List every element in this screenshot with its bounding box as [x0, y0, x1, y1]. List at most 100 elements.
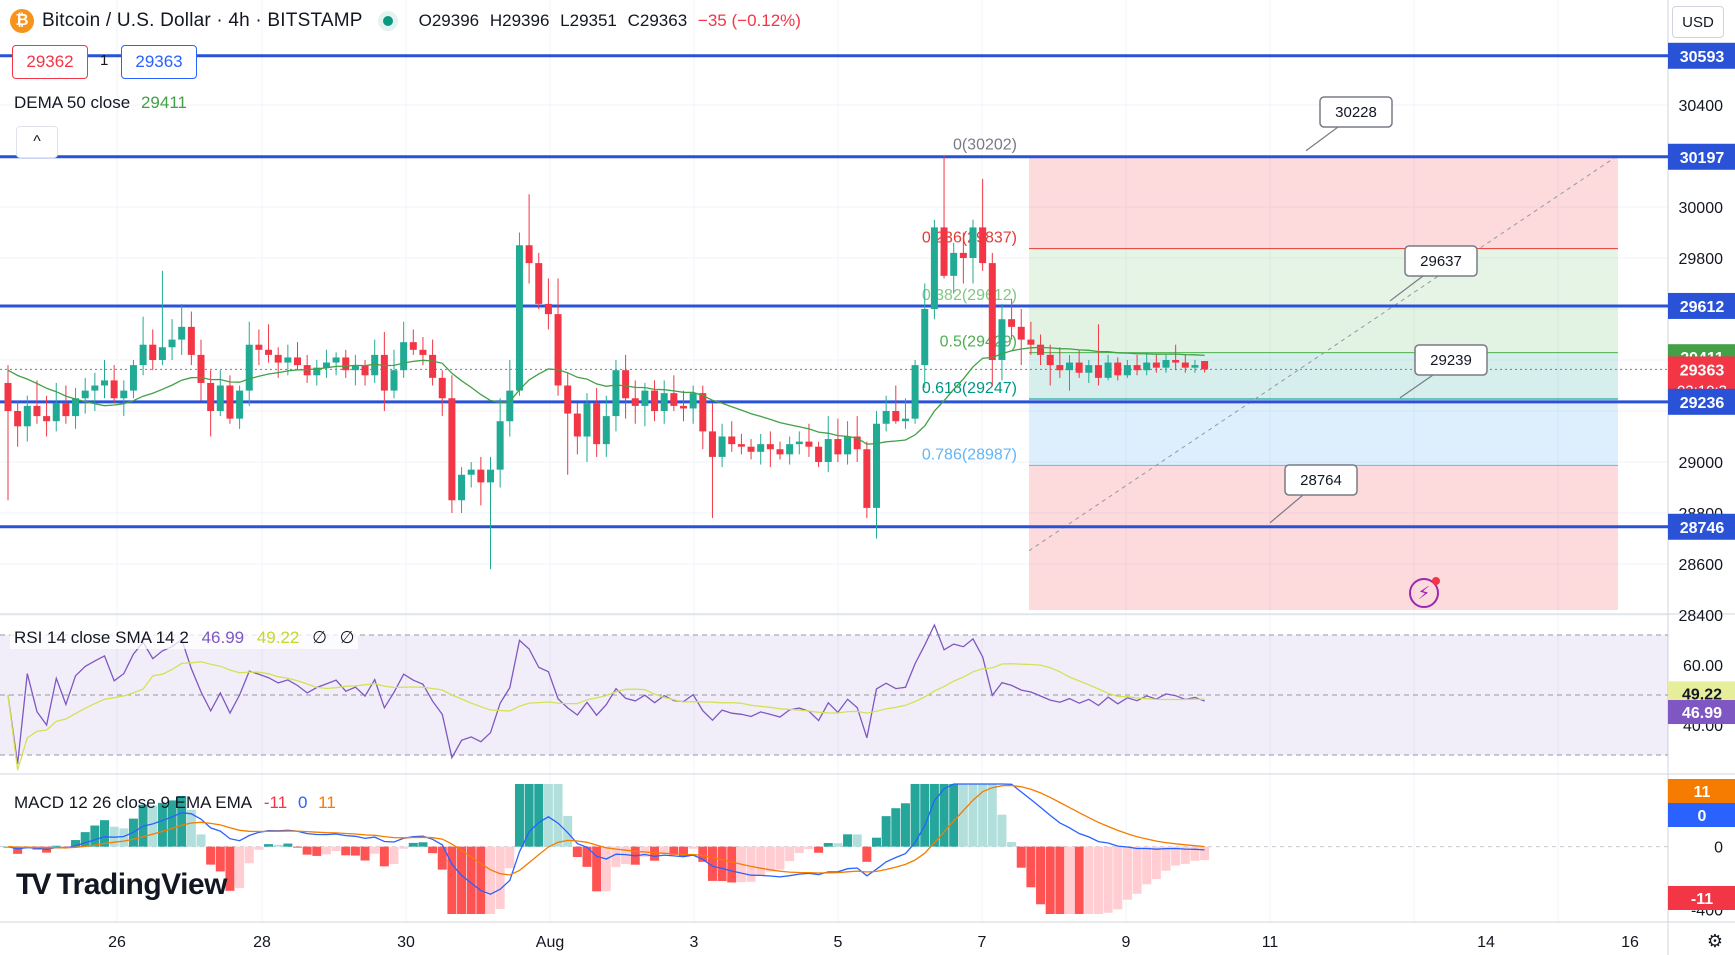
macd-legend[interactable]: MACD 12 26 close 9 EMA EMA -11 0 11 [14, 793, 336, 813]
gear-icon[interactable]: ⚙ [1707, 931, 1723, 951]
ohlc-open: O29396 [418, 11, 480, 30]
price-axis-label-0: 30593 [1668, 42, 1735, 69]
candle [429, 354, 437, 378]
macd-hist-bar [196, 834, 206, 847]
market-status-dot[interactable] [382, 16, 393, 26]
candle [322, 362, 330, 368]
macd-hist-bar [273, 844, 283, 847]
candle [448, 398, 456, 501]
dema-label: DEMA 50 close [14, 93, 131, 112]
price-axis-badge [1668, 388, 1735, 415]
price-axis-label-1: 30197 [1668, 143, 1735, 170]
candle [1104, 362, 1112, 378]
macd-hist-bar [900, 803, 910, 847]
candle [14, 411, 22, 427]
macd-hist-bar [418, 842, 428, 847]
candle [23, 405, 31, 427]
fib-zone-4 [1029, 399, 1618, 466]
candle [72, 398, 80, 417]
candle [737, 444, 745, 447]
candle [1114, 362, 1122, 376]
macd-hist-bar [563, 815, 573, 847]
tradingview-logo[interactable]: TV TradingView [16, 868, 228, 902]
macd-hist-bar [302, 846, 312, 855]
candle [390, 370, 398, 391]
macd-hist-bar [370, 846, 380, 854]
macd-hist-bar [90, 825, 100, 847]
candle [699, 393, 707, 432]
macd-hist-bar [1036, 846, 1046, 905]
price-axis-label-6: 28746 [1668, 513, 1735, 540]
macd-hist-bar [679, 846, 688, 857]
macd-hist-bar [1103, 846, 1113, 913]
candle [863, 449, 871, 508]
price-tick-label-6: 28400 [1679, 608, 1724, 625]
rsi-legend[interactable]: RSI 14 close SMA 14 2 46.99 49.22 ∅ ∅ [10, 627, 359, 649]
price-tick-label-0: 30400 [1679, 98, 1724, 115]
macd-hist-bar [833, 843, 843, 847]
price-axis-badge [1668, 292, 1735, 319]
macd-hist-bar [949, 784, 959, 847]
candle [129, 365, 137, 391]
macd-hist-bar [177, 795, 187, 847]
fib-level-label-5: 0.786(28987) [922, 446, 1017, 463]
candle [1027, 339, 1035, 345]
macd-badge-text: 11 [1694, 784, 1711, 801]
lightning-icon[interactable]: ⚡ [1409, 577, 1440, 608]
macd-hist-value: -11 [263, 793, 288, 812]
fib-zone-1 [1029, 248, 1618, 306]
macd-hist-bar [582, 846, 592, 867]
candle [795, 441, 803, 445]
fib-zone-2 [1029, 305, 1618, 353]
buy-price-button[interactable]: 29363 [121, 45, 197, 79]
collapse-legend-button[interactable]: ^ [16, 126, 58, 158]
macd-hist-bar [486, 846, 495, 914]
candle [1143, 362, 1151, 371]
dema-legend[interactable]: DEMA 50 close 29411 [14, 93, 187, 113]
candle [593, 403, 601, 445]
macd-hist-bar [794, 846, 804, 854]
candle [110, 380, 118, 399]
macd-hist-bar [765, 846, 775, 872]
macd-hist-bar [1113, 846, 1123, 910]
candle [660, 393, 668, 411]
macd-hist-bar [437, 846, 447, 870]
macd-hist-bar [1180, 846, 1190, 864]
macd-hist-bar [717, 846, 727, 882]
candle [969, 227, 977, 258]
candle [747, 446, 755, 452]
ohlc-high: H29396 [489, 11, 550, 30]
macd-hist-bar [51, 845, 61, 847]
candle [400, 342, 408, 371]
macd-hist-bar [621, 846, 631, 865]
macd-hist-bar [379, 846, 389, 867]
macd-hist-bar [823, 842, 833, 847]
macd-label: MACD 12 26 close 9 EMA EMA [14, 793, 252, 812]
callout-pointer [1399, 374, 1434, 399]
rsi-value: 46.99 [201, 628, 245, 647]
macd-hist-bar [997, 814, 1007, 847]
candle [554, 314, 562, 386]
currency-button[interactable]: USD [1672, 6, 1724, 38]
candle [255, 344, 263, 350]
macd-hist-bar [428, 846, 438, 854]
macd-histogram [3, 784, 1210, 914]
candle [245, 344, 253, 391]
candle [4, 382, 12, 411]
macd-hist-bar [987, 784, 997, 847]
macd-badge-bg [1668, 803, 1735, 827]
price-axis-badge [1668, 42, 1735, 69]
price-callout-3: 28764 [1269, 464, 1358, 524]
ohlc-readout: O29396 H29396 L29351 C29363 −35 (−0.12%) [419, 11, 807, 31]
time-tick-label-4: 3 [690, 934, 699, 951]
candle [361, 365, 369, 376]
time-tick-label-10: 16 [1621, 934, 1639, 951]
sell-price-button[interactable]: 29362 [12, 45, 88, 79]
candle [525, 245, 533, 264]
price-axis-badge [1668, 513, 1735, 540]
symbol-title[interactable]: Bitcoin / U.S. Dollar · 4h · BITSTAMP [42, 10, 363, 31]
callout-label: 29239 [1430, 352, 1472, 369]
ohlc-close: C29363 [627, 11, 688, 30]
